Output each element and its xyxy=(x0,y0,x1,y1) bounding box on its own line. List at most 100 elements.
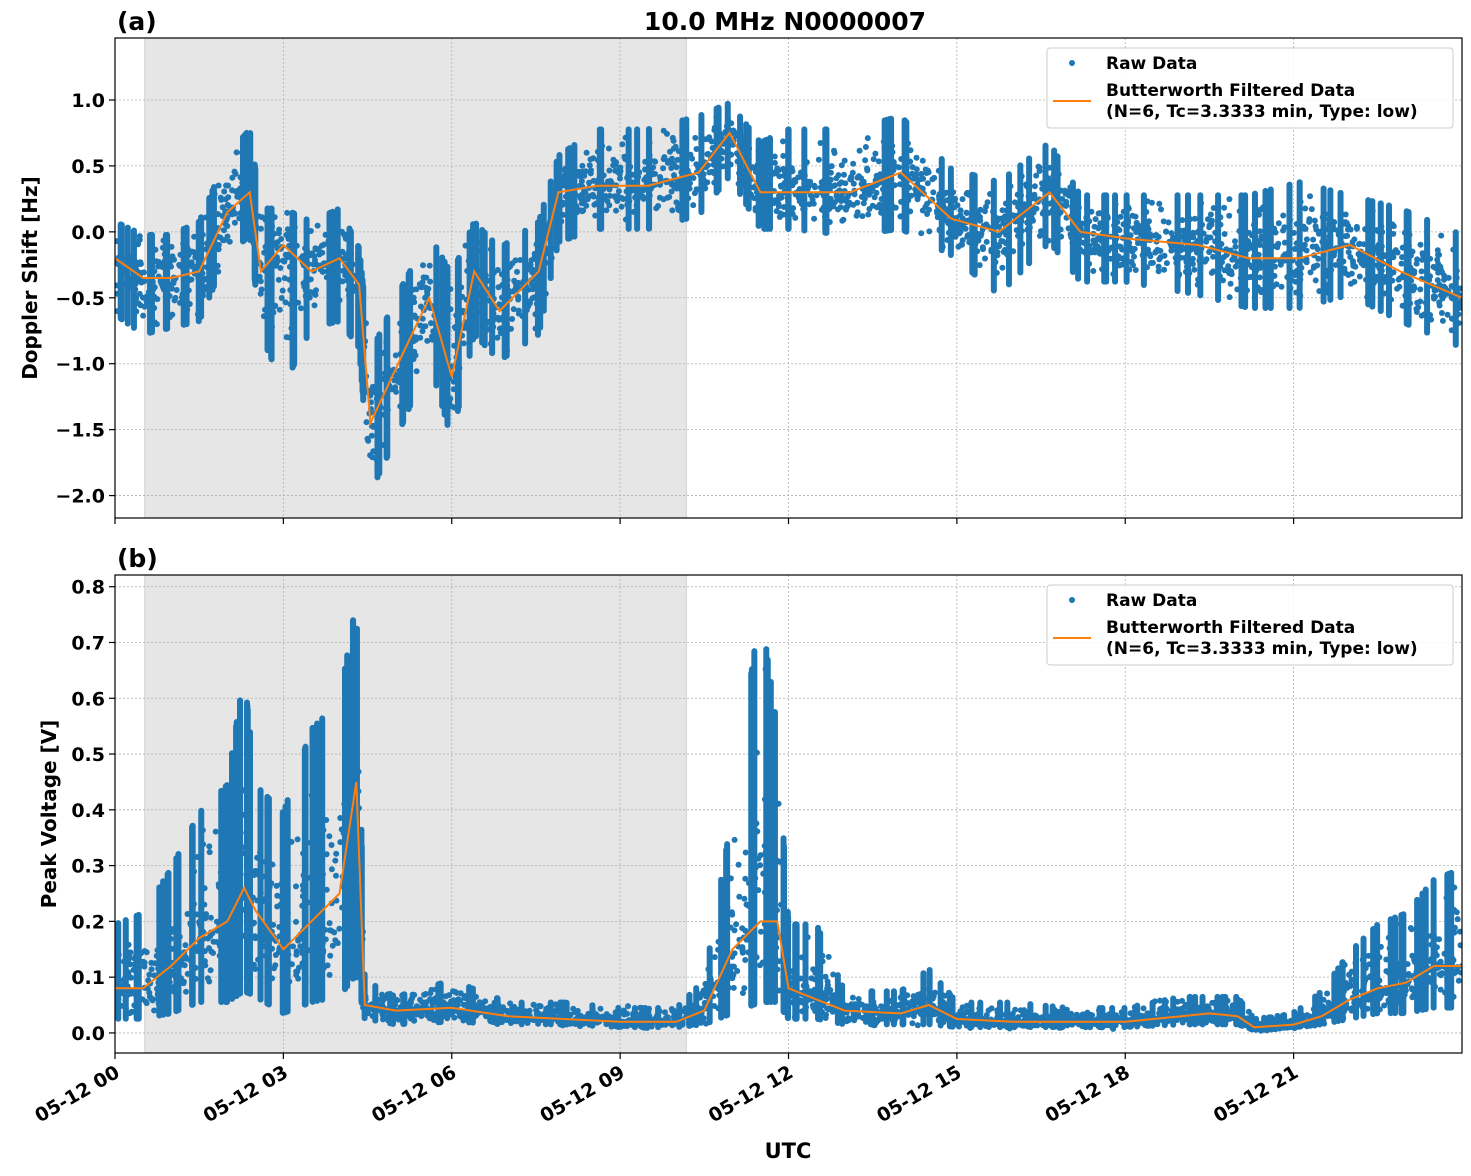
raw-data-point xyxy=(1021,1007,1027,1013)
raw-data-band xyxy=(1238,192,1244,309)
raw-data-point xyxy=(584,150,590,156)
raw-data-point xyxy=(221,189,227,195)
raw-data-point xyxy=(1279,284,1285,290)
raw-data-point xyxy=(930,189,936,195)
raw-data-point xyxy=(674,186,680,192)
raw-data-point xyxy=(776,201,782,207)
raw-data-point xyxy=(252,935,258,941)
raw-data-point xyxy=(579,169,585,175)
raw-data-point xyxy=(603,182,609,188)
raw-data-point xyxy=(364,419,370,425)
raw-data-point xyxy=(312,245,318,251)
raw-data-point xyxy=(327,920,333,926)
raw-data-band xyxy=(115,920,121,1022)
raw-data-point xyxy=(277,307,283,313)
raw-data-point xyxy=(669,207,675,213)
raw-data-point xyxy=(570,1006,576,1012)
raw-data-point xyxy=(339,229,345,235)
y-tick-label: 1.0 xyxy=(71,90,105,112)
raw-data-point xyxy=(1445,312,1451,318)
raw-data-band xyxy=(781,843,787,1015)
raw-data-point xyxy=(960,237,966,243)
raw-data-point xyxy=(229,187,235,193)
raw-data-point xyxy=(999,265,1005,271)
raw-data-point xyxy=(232,211,238,217)
raw-data-band xyxy=(977,999,983,1030)
raw-data-point xyxy=(757,862,763,868)
raw-data-point xyxy=(1130,213,1136,219)
raw-data-point xyxy=(183,942,189,948)
raw-data-point xyxy=(1395,250,1401,256)
raw-data-point xyxy=(925,180,931,186)
y-axis-label: Doppler Shift [Hz] xyxy=(18,176,42,380)
raw-data-point xyxy=(511,306,517,312)
raw-data-band xyxy=(163,232,169,332)
raw-data-point xyxy=(427,263,433,269)
raw-data-point xyxy=(792,177,798,183)
raw-data-point xyxy=(1226,196,1232,202)
raw-data-point xyxy=(871,156,877,162)
raw-data-band xyxy=(1453,229,1459,348)
raw-data-point xyxy=(277,265,283,271)
raw-data-point xyxy=(1032,183,1038,189)
raw-data-band xyxy=(1084,192,1090,284)
raw-data-point xyxy=(859,213,865,219)
raw-data-point xyxy=(1274,244,1280,250)
raw-data-band xyxy=(698,112,704,215)
raw-data-point xyxy=(1090,268,1096,274)
raw-data-point xyxy=(776,801,782,807)
raw-data-band xyxy=(803,921,809,1021)
raw-data-point xyxy=(950,189,956,195)
raw-data-point xyxy=(774,966,780,972)
raw-data-point xyxy=(866,206,872,212)
raw-data-point xyxy=(1352,264,1358,270)
raw-data-band xyxy=(655,1005,661,1030)
raw-data-band xyxy=(948,166,954,259)
raw-data-band xyxy=(1424,217,1430,336)
raw-data-point xyxy=(579,178,585,184)
raw-data-point xyxy=(598,1006,604,1012)
raw-data-point xyxy=(842,1017,848,1023)
raw-data-point xyxy=(670,135,676,141)
raw-data-point xyxy=(531,1002,537,1008)
raw-data-band xyxy=(519,999,525,1027)
raw-data-point xyxy=(213,829,219,835)
raw-data-point xyxy=(427,279,433,285)
raw-data-point xyxy=(1437,303,1443,309)
raw-data-point xyxy=(146,990,152,996)
raw-data-point xyxy=(284,210,290,216)
raw-data-point xyxy=(932,1009,938,1015)
raw-data-band xyxy=(693,985,699,1028)
raw-data-point xyxy=(1439,310,1445,316)
raw-data-point xyxy=(183,989,189,995)
raw-data-point xyxy=(1314,262,1320,268)
raw-data-band xyxy=(768,679,774,1005)
raw-data-point xyxy=(621,1008,627,1014)
raw-data-point xyxy=(850,1016,856,1022)
raw-data-point xyxy=(1148,260,1154,266)
raw-data-point xyxy=(413,352,419,358)
raw-data-point xyxy=(932,990,938,996)
raw-data-point xyxy=(1435,247,1441,253)
raw-data-point xyxy=(1036,164,1042,170)
raw-data-point xyxy=(736,894,742,900)
raw-data-point xyxy=(758,929,764,935)
raw-data-point xyxy=(730,972,736,978)
legend-raw-label: Raw Data xyxy=(1106,54,1197,74)
raw-data-band xyxy=(319,715,325,1002)
raw-data-point xyxy=(1228,281,1234,287)
raw-data-band xyxy=(247,729,253,997)
raw-data-point xyxy=(1093,216,1099,222)
raw-data-point xyxy=(670,1008,676,1014)
raw-data-point xyxy=(1068,1011,1074,1017)
raw-data-point xyxy=(1222,231,1228,237)
raw-data-band xyxy=(290,210,296,369)
raw-data-point xyxy=(839,218,845,224)
raw-data-point xyxy=(420,262,426,268)
raw-data-point xyxy=(293,969,299,975)
raw-data-point xyxy=(232,169,238,175)
raw-data-point xyxy=(1149,200,1155,206)
raw-data-point xyxy=(731,985,737,991)
raw-data-point xyxy=(625,1003,631,1009)
raw-data-point xyxy=(141,964,147,970)
